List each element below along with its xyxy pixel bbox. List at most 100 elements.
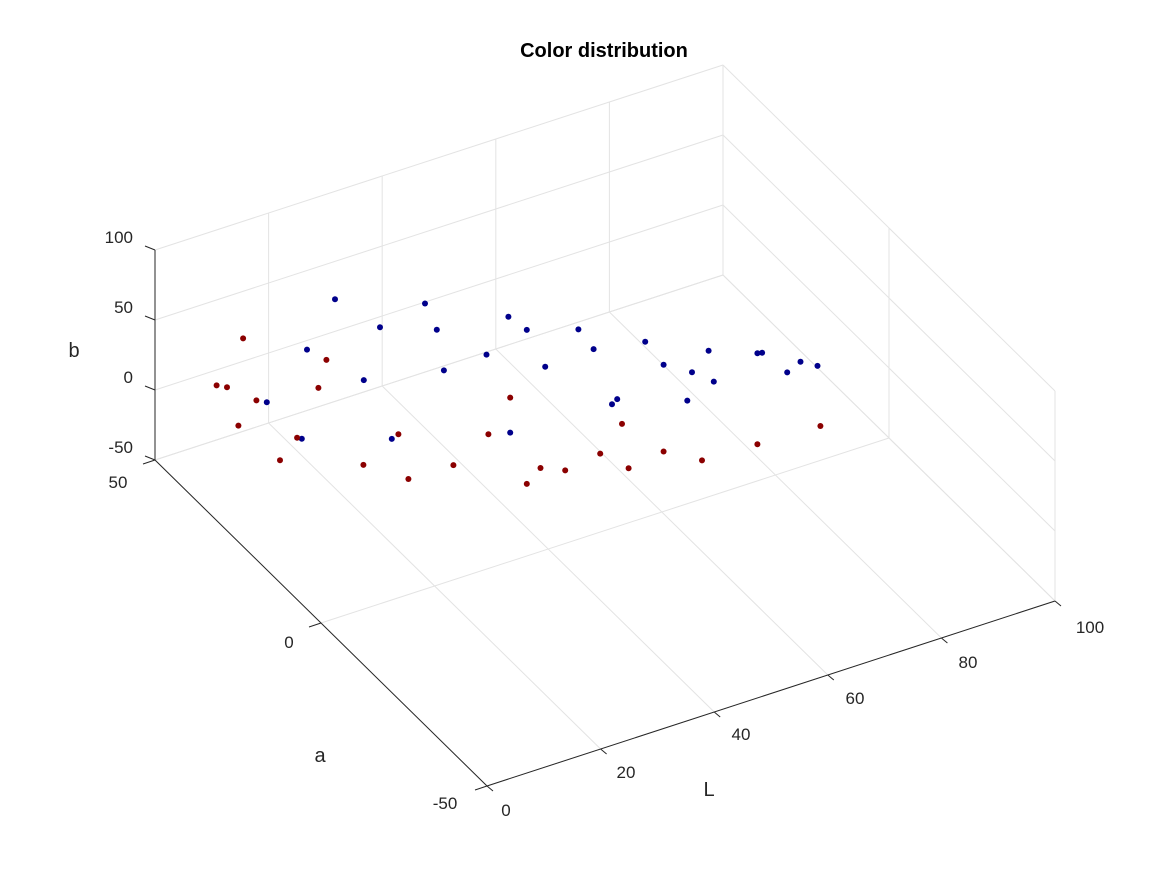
b-tick-50: 50 xyxy=(114,298,133,317)
scatter-point xyxy=(575,326,582,333)
scatter-point xyxy=(332,296,338,303)
scatter-point xyxy=(235,422,242,429)
scatter-point xyxy=(483,351,490,358)
x-tick-mark xyxy=(941,637,948,644)
scatter-point xyxy=(689,369,695,376)
grid-line xyxy=(154,274,724,461)
b-tick-mark xyxy=(144,245,156,251)
scatter-point xyxy=(298,435,305,442)
scatter-point xyxy=(660,361,667,368)
x-tick-mark xyxy=(486,785,494,792)
scatter-point xyxy=(660,448,667,455)
x-tick-mark xyxy=(600,748,607,755)
l-axis-line xyxy=(486,600,1056,787)
grid-line xyxy=(722,64,1056,392)
x-tick-mark xyxy=(827,674,835,681)
scatter-point xyxy=(277,457,283,464)
scatter-point xyxy=(817,423,824,429)
scatter-point xyxy=(360,377,367,384)
scatter-point xyxy=(224,384,230,391)
scatter-point xyxy=(485,431,492,438)
grid-line xyxy=(154,204,724,391)
b-tick-minus50: -50 xyxy=(108,438,133,457)
scatter-point xyxy=(523,326,530,333)
x-axis-ticks: 0 20 40 60 80 100 xyxy=(501,618,1104,820)
scatter-point xyxy=(377,324,383,331)
scatter-point xyxy=(754,350,761,357)
scatter-point xyxy=(395,431,402,438)
grid-line xyxy=(320,437,890,624)
scatter-point xyxy=(537,465,544,471)
scatter-point xyxy=(240,335,247,342)
grid-line xyxy=(154,64,724,251)
grid-line xyxy=(722,134,1056,462)
scatter-point xyxy=(507,394,514,401)
scatter-point xyxy=(797,358,804,365)
x-tick-100: 100 xyxy=(1076,618,1104,637)
x-tick-mark xyxy=(1054,600,1062,607)
axis-lines xyxy=(142,245,1062,792)
scatter-point xyxy=(360,461,367,468)
scatter-point xyxy=(814,362,821,369)
scatter-point xyxy=(523,480,530,487)
x-tick-40: 40 xyxy=(732,725,751,744)
scatter-point xyxy=(542,363,549,370)
x-tick-80: 80 xyxy=(959,653,978,672)
scatter-point xyxy=(619,420,625,427)
scatter-point xyxy=(614,396,621,403)
a-tick-mark xyxy=(308,622,322,628)
scatter-point xyxy=(433,326,440,333)
scatter-point xyxy=(505,313,512,320)
a-tick-minus50: -50 xyxy=(433,794,458,813)
scatter-point xyxy=(710,378,717,385)
grid-line xyxy=(154,134,724,321)
scatter-points xyxy=(213,296,824,487)
a-tick-0: 0 xyxy=(284,633,293,652)
scatter-point xyxy=(263,399,270,406)
grid-line xyxy=(722,204,1056,532)
scatter-point xyxy=(422,300,428,307)
scatter-point xyxy=(450,462,457,469)
scatter-point xyxy=(705,347,712,354)
x-tick-20: 20 xyxy=(617,763,636,782)
scatter-point xyxy=(684,397,691,404)
b-tick-0: 0 xyxy=(124,368,133,387)
b-axis-ticks: 100 50 0 -50 xyxy=(105,228,133,457)
scatter-point xyxy=(590,346,597,353)
x-tick-60: 60 xyxy=(846,689,865,708)
scatter-point xyxy=(759,349,766,356)
b-tick-mark xyxy=(144,385,156,391)
a-axis-ticks: -50 0 50 xyxy=(109,473,458,813)
a-axis-label: a xyxy=(314,745,326,767)
b-tick-100: 100 xyxy=(105,228,133,247)
scatter-point xyxy=(642,338,649,345)
scatter-point xyxy=(304,346,310,353)
b-axis-label: b xyxy=(68,340,79,362)
b-tick-mark xyxy=(144,455,156,461)
scatter-point xyxy=(699,457,705,464)
x-axis-label: L xyxy=(703,779,714,801)
scatter-point xyxy=(253,397,260,404)
a-tick-50: 50 xyxy=(109,473,128,492)
scatter-point xyxy=(507,429,514,436)
scatter-point xyxy=(440,367,447,374)
scatter-point xyxy=(597,450,604,457)
b-tick-mark xyxy=(144,315,156,321)
scatter-point xyxy=(315,384,322,391)
a-tick-mark xyxy=(474,785,488,791)
a-tick-mark xyxy=(142,459,156,465)
x-tick-mark xyxy=(713,711,721,718)
scatter-point xyxy=(388,435,395,442)
scatter-point xyxy=(784,369,791,376)
scatter-point xyxy=(562,467,569,474)
scatter-point xyxy=(625,465,632,472)
scatter-point xyxy=(213,382,220,389)
scatter-point xyxy=(294,434,301,441)
x-tick-0: 0 xyxy=(501,801,510,820)
scatter-point xyxy=(754,441,761,448)
scatter-point xyxy=(609,401,615,408)
scatter-point xyxy=(405,476,412,482)
scatter-point xyxy=(323,356,330,363)
